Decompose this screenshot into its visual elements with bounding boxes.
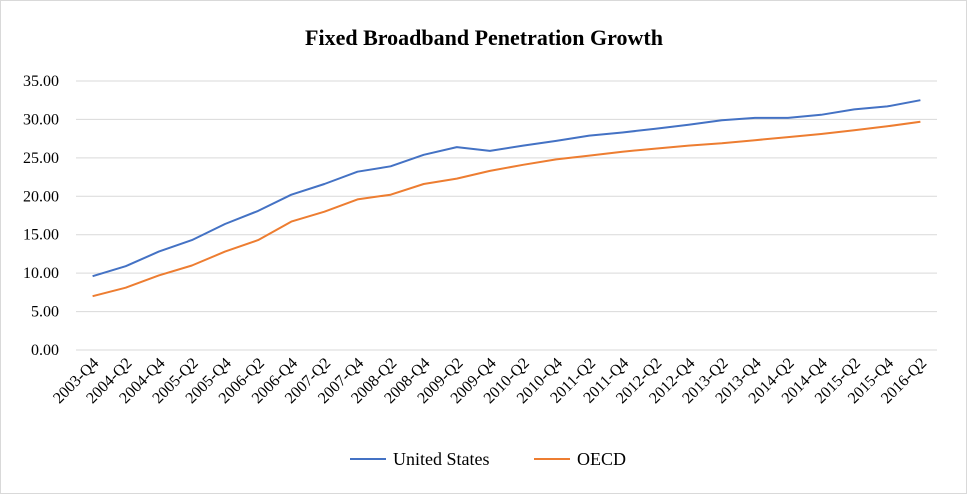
y-tick-label: 35.00 (23, 73, 59, 90)
series-layer (92, 99, 921, 298)
chart-title: Fixed Broadband Penetration Growth (305, 25, 663, 50)
x-axis-ticks: 2003-Q42004-Q22004-Q42005-Q22005-Q42006-… (50, 355, 930, 407)
y-tick-label: 25.00 (23, 150, 59, 167)
y-tick-label: 15.00 (23, 227, 59, 244)
y-tick-label: 0.00 (31, 342, 59, 359)
legend: United States OECD (350, 449, 626, 469)
series-line-oecd (92, 120, 921, 298)
legend-label: United States (393, 449, 490, 469)
legend-label: OECD (577, 449, 626, 469)
y-tick-label: 10.00 (23, 265, 59, 282)
grid-layer (76, 80, 937, 351)
y-tick-label: 20.00 (23, 188, 59, 205)
y-tick-label: 30.00 (23, 111, 59, 128)
y-axis-ticks: 0.00 5.00 10.00 15.00 20.00 25.00 30.00 35.00 (23, 73, 59, 359)
y-tick-label: 5.00 (31, 304, 59, 321)
series-line-united-states (92, 99, 921, 278)
